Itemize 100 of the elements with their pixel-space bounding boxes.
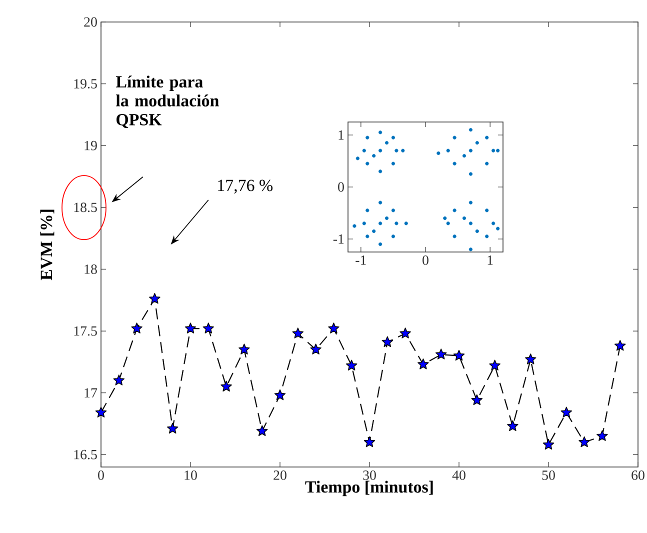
point xyxy=(614,340,626,351)
y-tick-label: 20 xyxy=(84,17,97,27)
y-tick-label: 17.5 xyxy=(74,326,97,336)
x-tick-label: 0 xyxy=(98,470,104,480)
point xyxy=(328,322,340,334)
x-tick-label: 60 xyxy=(632,470,644,480)
x-tick-label: 50 xyxy=(542,470,555,480)
point xyxy=(492,148,496,152)
annotation: 17,76 % xyxy=(218,180,273,194)
point xyxy=(310,344,322,354)
point xyxy=(366,162,370,166)
y-tick-label: 17 xyxy=(84,388,98,398)
point xyxy=(238,344,250,354)
point xyxy=(468,222,473,226)
x-tick-label: 40 xyxy=(452,470,466,480)
y-tick-label: -1 xyxy=(333,234,344,244)
x-tick-label: 10 xyxy=(184,470,197,480)
x-axis-title: Tiempo [minutos] xyxy=(305,480,433,496)
point xyxy=(475,140,479,145)
point xyxy=(468,172,473,176)
x-tick-label: 0 xyxy=(422,256,428,265)
point xyxy=(378,222,382,226)
point xyxy=(400,328,411,338)
point xyxy=(596,430,608,441)
y-tick-label: 18.5 xyxy=(74,202,97,212)
y-tick-label: 19 xyxy=(84,140,97,150)
y-tick-label: 19.5 xyxy=(74,79,97,89)
point xyxy=(356,156,360,160)
point xyxy=(492,222,496,226)
point xyxy=(404,222,408,226)
point xyxy=(394,222,398,226)
point xyxy=(485,208,489,212)
x-tick-label: 30 xyxy=(363,470,376,480)
point xyxy=(346,360,358,370)
point xyxy=(496,226,500,230)
point xyxy=(378,148,382,152)
point xyxy=(202,322,214,334)
point xyxy=(435,348,447,360)
point xyxy=(372,229,376,233)
point xyxy=(366,136,370,140)
point xyxy=(378,130,382,134)
point xyxy=(418,358,429,370)
point xyxy=(452,162,456,166)
point xyxy=(391,208,396,212)
point xyxy=(542,438,554,450)
annotation: Límite para la modulación QPSK xyxy=(116,76,219,128)
y-tick-label: 16.5 xyxy=(74,450,97,460)
x-tick-label: 1 xyxy=(488,256,493,265)
x-tick-label: 20 xyxy=(274,470,286,480)
point xyxy=(391,234,396,238)
point xyxy=(446,222,450,226)
point xyxy=(378,200,382,204)
point xyxy=(446,148,450,152)
point xyxy=(394,148,398,152)
point xyxy=(366,234,370,238)
point xyxy=(401,148,405,152)
point xyxy=(292,328,304,338)
point xyxy=(443,216,447,220)
x-tick-label: -1 xyxy=(356,256,366,265)
point xyxy=(471,394,483,406)
point xyxy=(372,154,376,158)
point xyxy=(256,425,268,436)
point xyxy=(507,420,518,432)
point xyxy=(468,248,473,252)
y-tick-label: 0 xyxy=(338,182,344,192)
point xyxy=(524,354,536,364)
point xyxy=(378,170,382,174)
point xyxy=(166,422,178,434)
point xyxy=(384,216,389,220)
point xyxy=(149,292,160,304)
point xyxy=(452,234,456,238)
point xyxy=(352,224,356,228)
point xyxy=(578,436,590,448)
point xyxy=(382,336,394,347)
point xyxy=(462,154,466,158)
y-tick-label: 1 xyxy=(338,130,344,140)
point xyxy=(384,140,389,145)
point xyxy=(452,208,456,212)
point xyxy=(485,234,489,238)
point xyxy=(274,389,286,400)
point xyxy=(220,380,232,392)
point xyxy=(362,148,366,152)
point xyxy=(113,374,125,386)
point xyxy=(184,322,196,334)
point xyxy=(391,136,396,140)
point xyxy=(485,136,489,140)
point xyxy=(496,148,500,152)
point xyxy=(131,322,142,334)
point xyxy=(475,229,479,233)
point xyxy=(366,208,370,212)
point xyxy=(462,216,466,220)
point xyxy=(468,128,473,132)
point xyxy=(364,436,376,448)
point xyxy=(436,151,440,155)
point xyxy=(362,222,366,226)
point xyxy=(489,360,500,370)
point xyxy=(560,406,572,418)
point xyxy=(453,350,465,361)
point xyxy=(468,200,473,204)
point xyxy=(391,162,396,166)
